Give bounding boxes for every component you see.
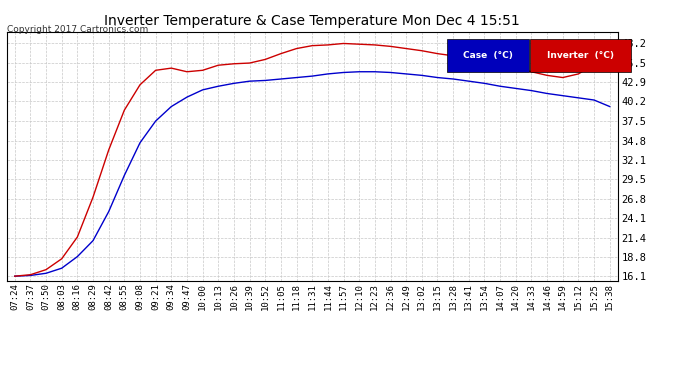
Text: Copyright 2017 Cartronics.com: Copyright 2017 Cartronics.com [7, 25, 148, 34]
Title: Inverter Temperature & Case Temperature Mon Dec 4 15:51: Inverter Temperature & Case Temperature … [104, 14, 520, 28]
Text: Inverter  (°C): Inverter (°C) [547, 51, 614, 60]
FancyBboxPatch shape [530, 39, 631, 72]
Text: Case  (°C): Case (°C) [463, 51, 513, 60]
FancyBboxPatch shape [446, 39, 529, 72]
